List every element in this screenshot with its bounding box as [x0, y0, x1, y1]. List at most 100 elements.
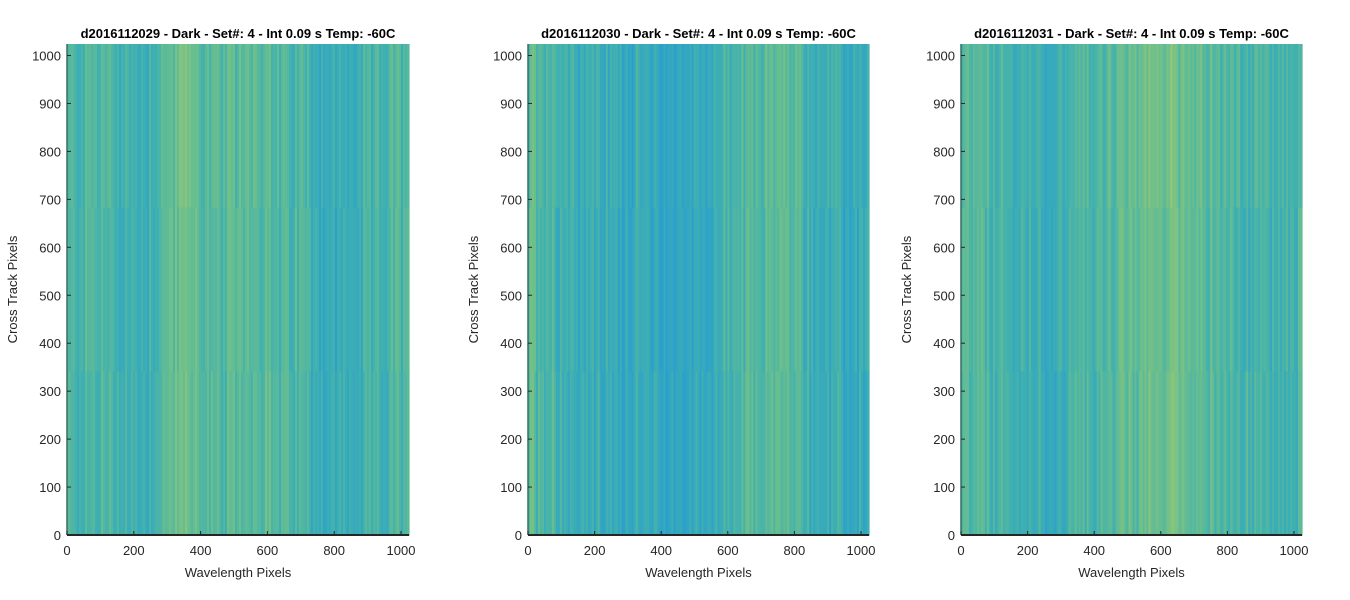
heatmap-cell — [211, 207, 214, 372]
heatmap-cell — [167, 371, 170, 536]
y-tick-label: 800 — [500, 144, 522, 159]
heatmap-cell — [529, 44, 533, 209]
heatmap-cell — [101, 207, 104, 372]
heatmap-cell — [986, 44, 990, 209]
heatmap-cell — [1138, 207, 1142, 372]
heatmap-cell — [1158, 44, 1162, 209]
heatmap-cell — [623, 207, 627, 372]
heatmap-cell — [863, 371, 866, 536]
heatmap-cell — [1002, 371, 1006, 536]
heatmap-cell — [753, 44, 756, 209]
y-tick-label: 400 — [933, 336, 955, 351]
heatmap-cell — [539, 371, 543, 536]
heatmap-cell — [657, 207, 661, 372]
heatmap-cell — [1222, 207, 1225, 372]
heatmap-cell — [731, 44, 734, 209]
heatmap-cell — [1030, 371, 1034, 536]
heatmap-cell — [968, 207, 972, 372]
heatmap-cell — [689, 44, 693, 209]
heatmap-cell — [93, 371, 96, 536]
heatmap-cell — [67, 207, 70, 372]
heatmap-cell — [1250, 371, 1253, 536]
heatmap-cell — [1200, 207, 1203, 372]
heatmap-cell — [113, 44, 116, 209]
heatmap-cell — [185, 44, 188, 209]
heatmap-cell — [721, 371, 725, 536]
heatmap-cell — [1072, 207, 1076, 372]
heatmap-cell — [87, 207, 90, 372]
heatmap-cell — [807, 207, 810, 372]
y-axis-label: Cross Track Pixels — [466, 235, 481, 343]
heatmap-cell — [1080, 371, 1084, 536]
heatmap-cell — [245, 44, 248, 209]
heatmap-cell — [653, 207, 657, 372]
heatmap-cell — [271, 44, 274, 209]
heatmap-cell — [1282, 44, 1285, 209]
heatmap-cell — [1244, 44, 1247, 209]
heatmap-cell — [291, 207, 294, 372]
heatmap-cell — [1230, 371, 1233, 536]
heatmap-cell — [81, 44, 84, 209]
heatmap-cell — [815, 371, 818, 536]
heatmap-cell — [715, 44, 719, 209]
heatmap-cell — [105, 371, 108, 536]
heatmap-cell — [1266, 207, 1269, 372]
heatmap-cell — [397, 44, 400, 209]
heatmap-cell — [131, 371, 134, 536]
heatmap-cell — [399, 44, 402, 209]
heatmap-cell — [863, 207, 866, 372]
heatmap-cell — [103, 371, 106, 536]
heatmap-cell — [733, 371, 736, 536]
heatmap-cell — [249, 207, 252, 372]
heatmap-cell — [549, 371, 553, 536]
heatmap-cell — [1064, 371, 1068, 536]
heatmap-cell — [227, 44, 230, 209]
heatmap-cell — [613, 207, 617, 372]
heatmap-cell — [1044, 44, 1048, 209]
heatmap-cell — [607, 371, 611, 536]
heatmap-cell — [207, 207, 210, 372]
heatmap-cell — [561, 207, 565, 372]
heatmap-cell — [1058, 207, 1062, 372]
heatmap-cell — [978, 207, 982, 372]
heatmap-cell — [1286, 44, 1289, 209]
heatmap-cell — [1246, 371, 1249, 536]
heatmap-cell — [89, 371, 92, 536]
heatmap-cell — [1182, 44, 1185, 209]
heatmap-cell — [705, 207, 709, 372]
heatmap-cell — [1010, 44, 1014, 209]
heatmap-cell — [163, 371, 166, 536]
heatmap-cell — [641, 207, 645, 372]
heatmap-cell — [1052, 44, 1056, 209]
heatmap-cell — [1212, 371, 1215, 536]
heatmap-cell — [1016, 207, 1020, 372]
heatmap-cell — [625, 44, 629, 209]
heatmap-cell — [127, 44, 130, 209]
heatmap-cell — [137, 44, 140, 209]
heatmap-cell — [399, 371, 402, 536]
heatmap-cell — [631, 44, 635, 209]
heatmap-cell — [599, 371, 603, 536]
heatmap-cell — [235, 371, 238, 536]
heatmap-cell — [629, 207, 633, 372]
heatmap-cell — [135, 371, 138, 536]
heatmap-cell — [1102, 44, 1106, 209]
heatmap-cell — [355, 44, 358, 209]
heatmap-cell — [219, 371, 222, 536]
heatmap-cell — [289, 44, 292, 209]
heatmap-cell — [677, 371, 681, 536]
heatmap-cell — [1102, 207, 1106, 372]
heatmap-cell — [141, 371, 144, 536]
heatmap-cell — [85, 44, 88, 209]
heatmap-cell — [1166, 44, 1169, 209]
heatmap-cell — [1078, 371, 1082, 536]
heatmap-cell — [129, 207, 132, 372]
heatmap-cell — [1254, 371, 1257, 536]
heatmap-cell — [121, 44, 124, 209]
heatmap-cell — [379, 207, 382, 372]
heatmap-cell — [1036, 371, 1040, 536]
heatmap-cell — [177, 371, 180, 536]
heatmap-cell — [1268, 207, 1271, 372]
heatmap-cell — [813, 44, 816, 209]
heatmap-cell — [1184, 207, 1187, 372]
